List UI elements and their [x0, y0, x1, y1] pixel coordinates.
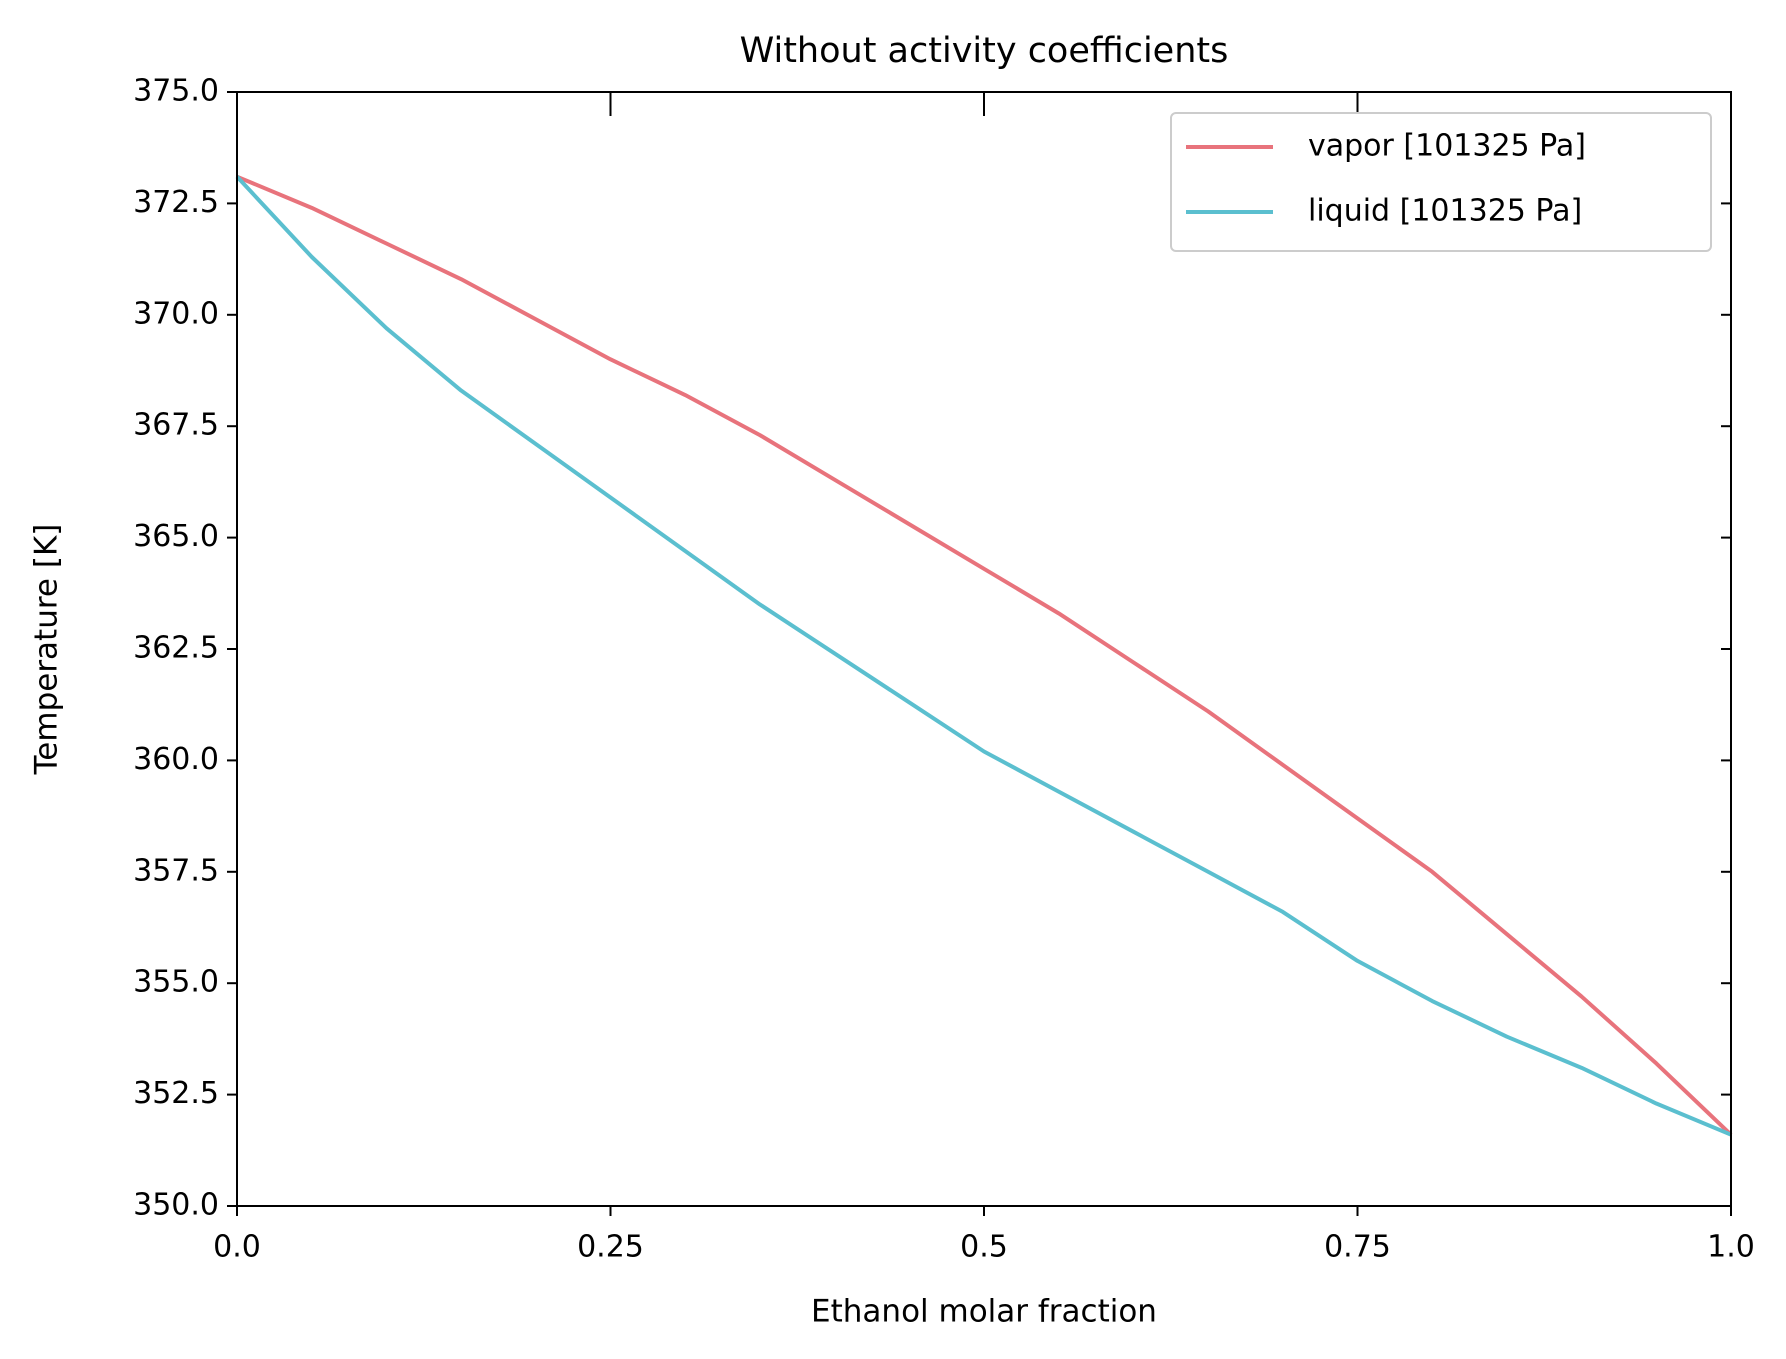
y-tick-label: 355.0: [133, 965, 219, 1000]
y-tick-label: 360.0: [133, 742, 219, 777]
line: [236, 174, 1733, 1137]
y-tick-label: 370.0: [133, 296, 219, 331]
y-tick-label: 357.5: [133, 853, 219, 888]
y-tick-label: 352.5: [133, 1076, 219, 1111]
plot-frame: [236, 91, 1732, 1207]
legend-label: liquid [101325 Pa]: [1308, 194, 1582, 229]
legend-box: [1170, 112, 1712, 252]
x-axis-label: Ethanol molar fraction: [811, 1294, 1157, 1330]
legend-label: vapor [101325 Pa]: [1308, 129, 1586, 164]
y-tick-label: 350.0: [133, 1188, 219, 1223]
y-axis-label: Temperature [K]: [29, 524, 65, 776]
y-tick-label: 367.5: [133, 408, 219, 443]
y-tick-label: 372.5: [133, 185, 219, 220]
y-tick-label: 375.0: [133, 74, 219, 109]
x-tick-label: 0.0: [213, 1230, 261, 1265]
x-tick-label: 0.5: [960, 1230, 1008, 1265]
x-tick-label: 1.0: [1707, 1230, 1755, 1265]
y-tick-label: 365.0: [133, 519, 219, 554]
x-tick-label: 0.25: [577, 1230, 644, 1265]
chart-title: Without activity coefficients: [740, 31, 1229, 71]
line: [235, 175, 1732, 1137]
y-tick-label: 362.5: [133, 631, 219, 666]
x-tick-label: 0.75: [1324, 1230, 1391, 1265]
